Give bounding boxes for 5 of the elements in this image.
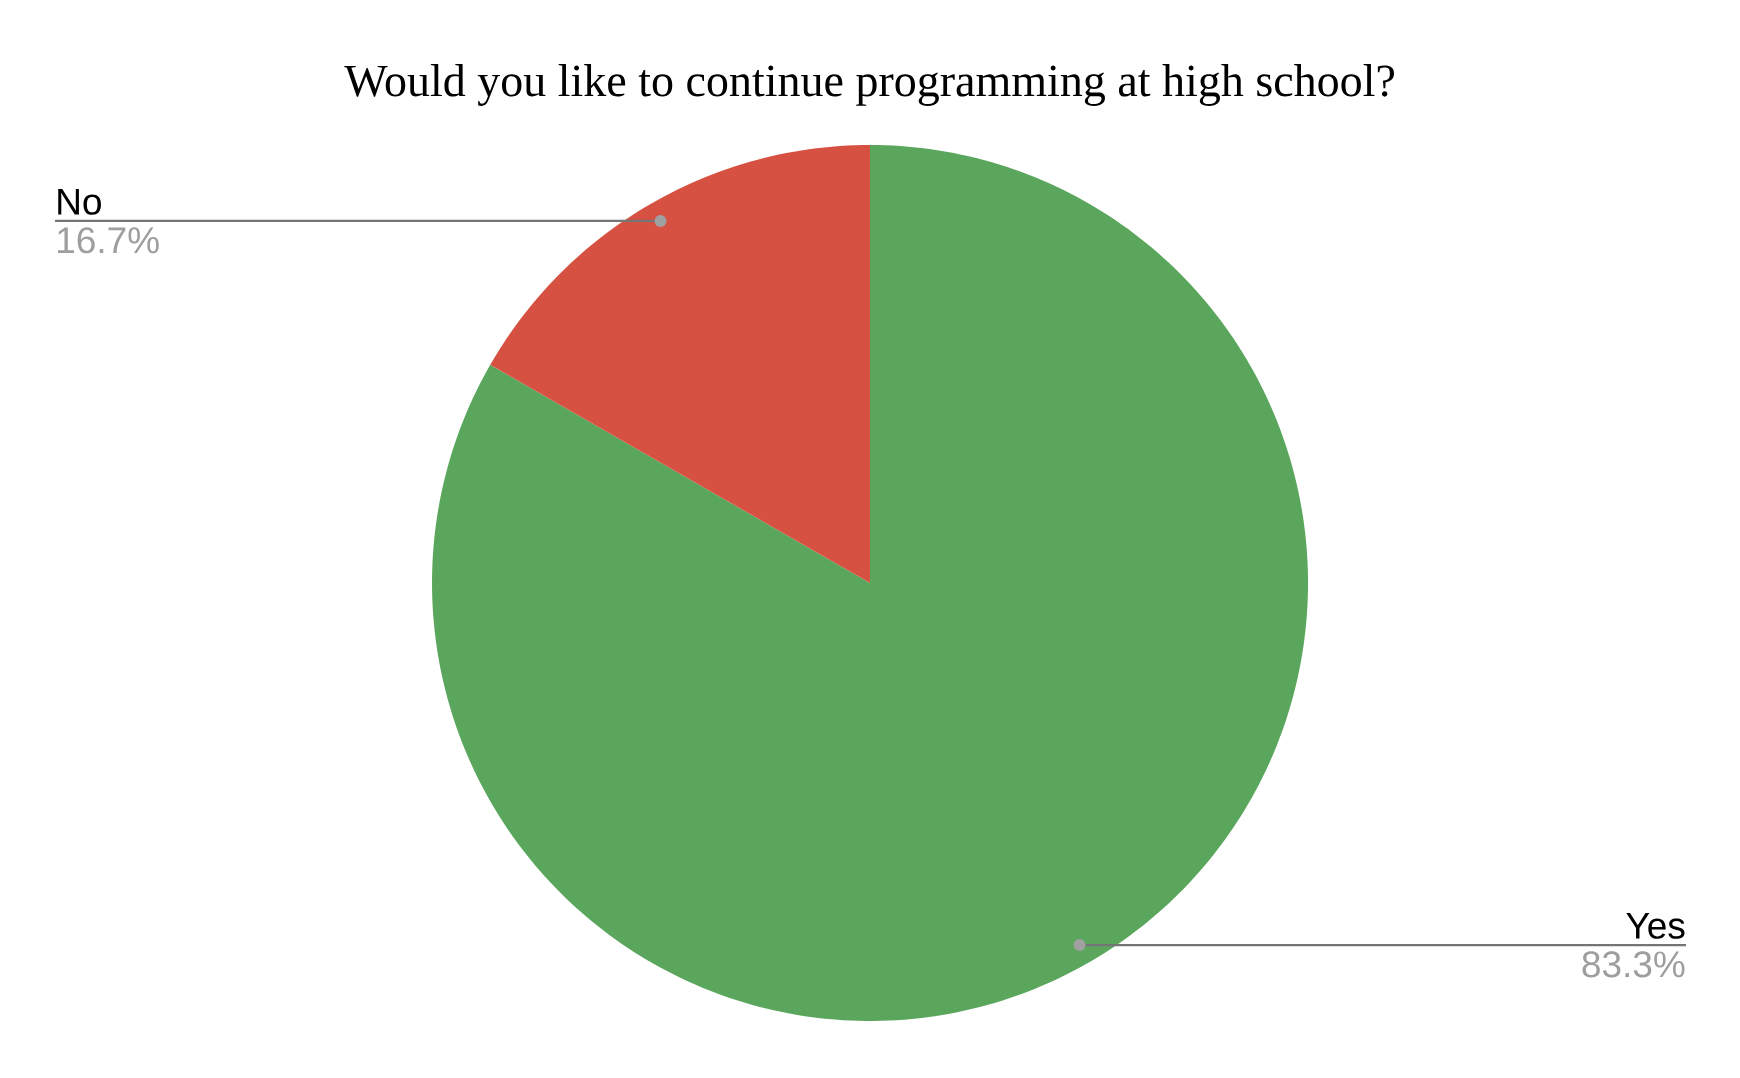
slice-label: No (58, 188, 101, 215)
data-label: 83.3% (1582, 951, 1685, 978)
slice-label: Yes (1626, 913, 1685, 939)
data-label: 16.7% (58, 227, 159, 254)
chart-title: Would you like to continue programming at high school? (344, 64, 1394, 106)
